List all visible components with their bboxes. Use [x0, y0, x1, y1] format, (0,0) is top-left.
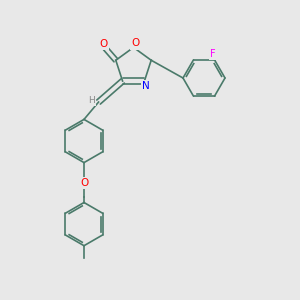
Text: H: H	[88, 96, 95, 105]
Text: O: O	[100, 39, 108, 49]
Text: O: O	[131, 38, 139, 49]
Text: N: N	[142, 80, 150, 91]
Text: O: O	[80, 178, 88, 188]
Text: F: F	[210, 49, 216, 59]
